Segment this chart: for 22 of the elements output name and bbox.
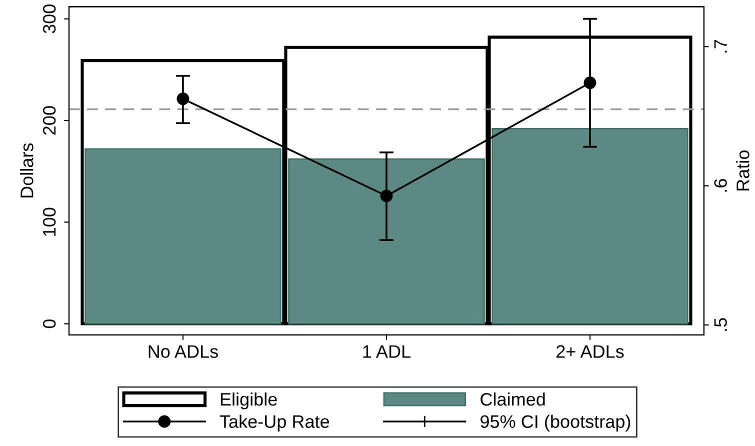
x-tick-label: 2+ ADLs bbox=[556, 345, 624, 358]
y2-axis-title: Ratio bbox=[736, 150, 750, 190]
bar bbox=[492, 128, 688, 324]
point bbox=[380, 190, 393, 202]
text: 95% CI (bootstrap) bbox=[480, 414, 630, 432]
x-tick-label: No ADLs bbox=[148, 345, 218, 358]
legend-label: Claimed bbox=[480, 392, 545, 406]
y-tick-label: 0 bbox=[42, 319, 56, 328]
y2-tick-label: .5 bbox=[714, 318, 727, 331]
y-axis-title: Dollars bbox=[20, 143, 34, 198]
bar bbox=[288, 158, 485, 324]
point bbox=[584, 76, 596, 90]
y2-tick-label: .6 bbox=[714, 179, 727, 192]
bar bbox=[84, 148, 282, 324]
y-tick-label: 200 bbox=[42, 106, 56, 135]
legend-label: Eligible bbox=[220, 392, 277, 410]
x-tick-label: 1 ADL bbox=[363, 345, 410, 358]
legend-label: Take-Up Rate bbox=[220, 414, 330, 432]
y-tick-label: 100 bbox=[42, 208, 56, 236]
y2-tick-label: .7 bbox=[714, 40, 727, 53]
point bbox=[176, 92, 190, 106]
y-tick-label: 300 bbox=[42, 4, 56, 34]
